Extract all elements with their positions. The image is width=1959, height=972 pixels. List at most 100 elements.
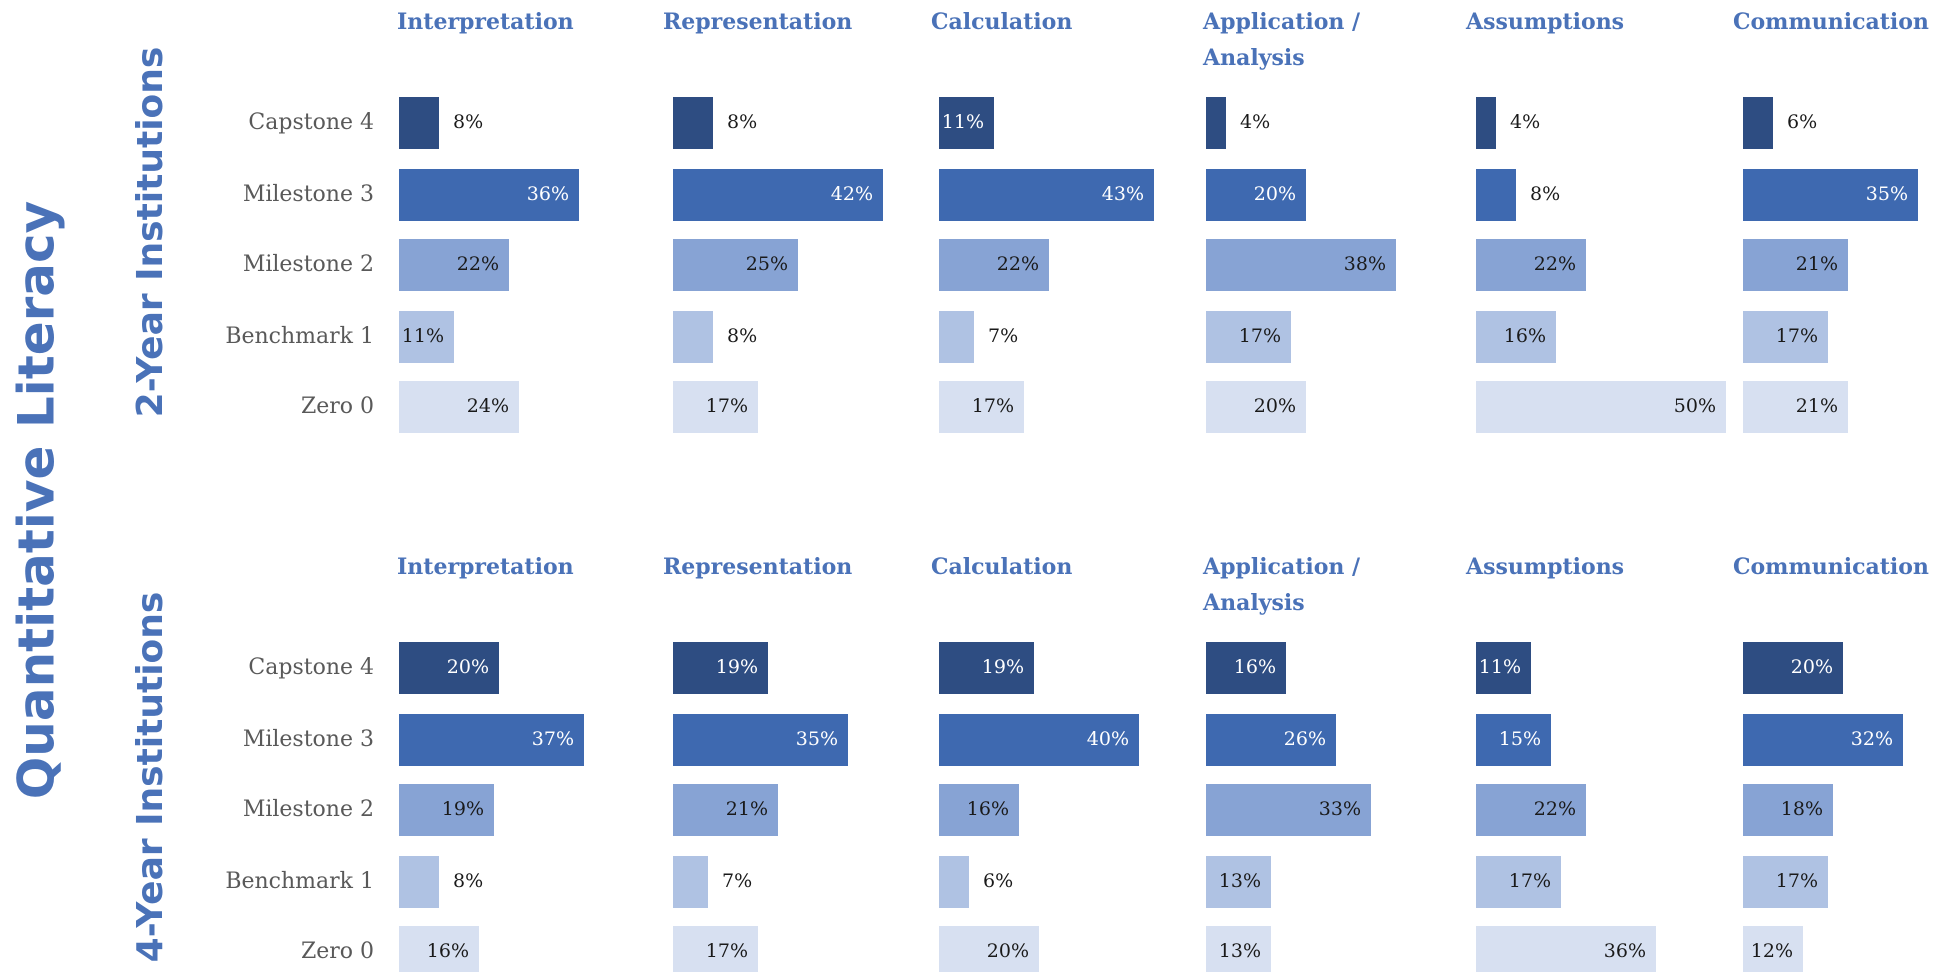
row-label: Benchmark 1 <box>225 324 374 349</box>
bar <box>1743 97 1773 149</box>
value-label: 7% <box>988 325 1018 347</box>
value-label: 36% <box>1604 940 1646 962</box>
value-label: 19% <box>716 656 758 678</box>
bar <box>673 97 713 149</box>
bar <box>1206 381 1306 433</box>
value-label: 43% <box>1102 183 1144 205</box>
value-label: 17% <box>706 940 748 962</box>
bar <box>1206 311 1291 363</box>
value-label: 37% <box>532 728 574 750</box>
bar <box>1206 856 1271 908</box>
value-label: 21% <box>1796 253 1838 275</box>
value-label: 20% <box>1254 395 1296 417</box>
column-title: Calculation <box>931 9 1073 35</box>
value-label: 36% <box>527 183 569 205</box>
bar <box>1743 926 1803 972</box>
bar <box>399 784 494 836</box>
value-label: 33% <box>1319 798 1361 820</box>
value-label: 8% <box>1530 183 1560 205</box>
bar <box>1206 642 1286 694</box>
value-label: 8% <box>727 111 757 133</box>
column-title: Application / Analysis <box>1203 9 1361 71</box>
value-label: 11% <box>942 111 984 133</box>
value-label: 24% <box>467 395 509 417</box>
bar <box>1743 784 1833 836</box>
value-label: 13% <box>1219 940 1261 962</box>
value-label: 50% <box>1674 395 1716 417</box>
bar <box>1476 381 1726 433</box>
bar <box>1476 856 1561 908</box>
value-label: 20% <box>1791 656 1833 678</box>
bar <box>399 169 579 221</box>
bar <box>1476 169 1516 221</box>
bar <box>673 926 758 972</box>
bar <box>1476 642 1531 694</box>
value-label: 4% <box>1510 111 1540 133</box>
value-label: 7% <box>722 870 752 892</box>
bar <box>1743 169 1918 221</box>
value-label: 16% <box>1234 656 1276 678</box>
bar <box>939 714 1139 766</box>
value-label: 32% <box>1851 728 1893 750</box>
bar <box>399 239 509 291</box>
bar <box>673 642 768 694</box>
bar <box>939 169 1154 221</box>
value-label: 13% <box>1219 870 1261 892</box>
column-title: Communication <box>1733 9 1929 35</box>
bar <box>1476 311 1556 363</box>
value-label: 17% <box>1776 870 1818 892</box>
value-label: 19% <box>982 656 1024 678</box>
bar <box>1743 239 1848 291</box>
value-label: 18% <box>1781 798 1823 820</box>
value-label: 22% <box>1534 798 1576 820</box>
bar <box>399 97 439 149</box>
column-title: Calculation <box>931 554 1073 580</box>
bar <box>399 926 479 972</box>
column-title: Representation <box>663 554 853 580</box>
bar <box>939 381 1024 433</box>
value-label: 35% <box>796 728 838 750</box>
bar <box>1476 714 1551 766</box>
value-label: 8% <box>727 325 757 347</box>
column-title: Assumptions <box>1466 9 1625 35</box>
value-label: 20% <box>987 940 1029 962</box>
row-label: Zero 0 <box>301 939 374 964</box>
bar <box>1743 311 1828 363</box>
value-label: 35% <box>1866 183 1908 205</box>
value-label: 20% <box>1254 183 1296 205</box>
bar <box>1206 169 1306 221</box>
bar <box>1476 97 1496 149</box>
bar <box>939 97 994 149</box>
value-label: 38% <box>1344 253 1386 275</box>
row-label: Milestone 3 <box>243 182 374 207</box>
value-label: 11% <box>402 325 444 347</box>
row-label: Capstone 4 <box>248 110 374 135</box>
panel-title: 2-Year Institutions <box>130 47 171 418</box>
bar <box>1206 926 1271 972</box>
column-title: Application / Analysis <box>1203 554 1361 616</box>
row-label: Capstone 4 <box>248 655 374 680</box>
bar <box>939 311 974 363</box>
value-label: 8% <box>453 870 483 892</box>
value-label: 16% <box>427 940 469 962</box>
value-label: 19% <box>442 798 484 820</box>
bar <box>1743 642 1843 694</box>
bar <box>673 381 758 433</box>
bar <box>939 642 1034 694</box>
bar <box>399 642 499 694</box>
column-title: Assumptions <box>1466 554 1625 580</box>
bar <box>1206 714 1336 766</box>
value-label: 8% <box>453 111 483 133</box>
bar <box>939 239 1049 291</box>
chart-title: Quantitative Literacy <box>8 201 66 800</box>
row-label: Zero 0 <box>301 394 374 419</box>
value-label: 17% <box>1509 870 1551 892</box>
row-label: Milestone 2 <box>243 797 374 822</box>
value-label: 22% <box>457 253 499 275</box>
value-label: 21% <box>726 798 768 820</box>
value-label: 22% <box>997 253 1039 275</box>
bar <box>1476 784 1586 836</box>
value-label: 26% <box>1284 728 1326 750</box>
bar <box>1206 239 1396 291</box>
